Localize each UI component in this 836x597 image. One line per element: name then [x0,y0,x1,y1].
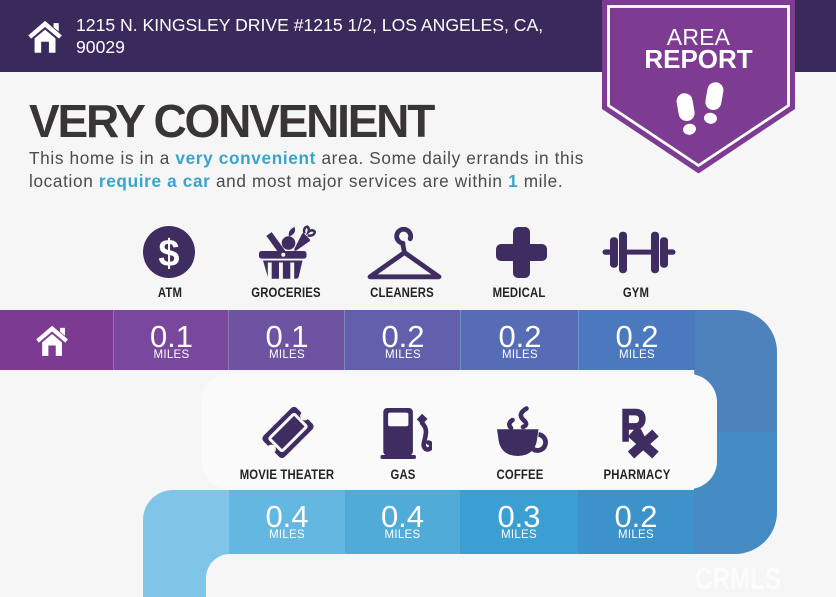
svg-text:$: $ [158,233,179,275]
svg-text:R: R [621,400,648,451]
